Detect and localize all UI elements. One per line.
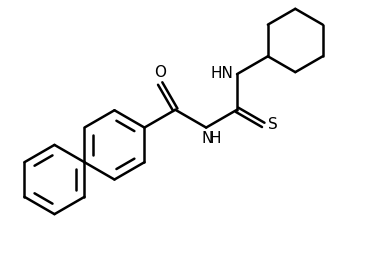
Text: H: H <box>209 131 221 146</box>
Text: N: N <box>202 131 213 146</box>
Text: S: S <box>268 117 278 132</box>
Text: HN: HN <box>210 66 233 81</box>
Text: O: O <box>154 65 166 80</box>
